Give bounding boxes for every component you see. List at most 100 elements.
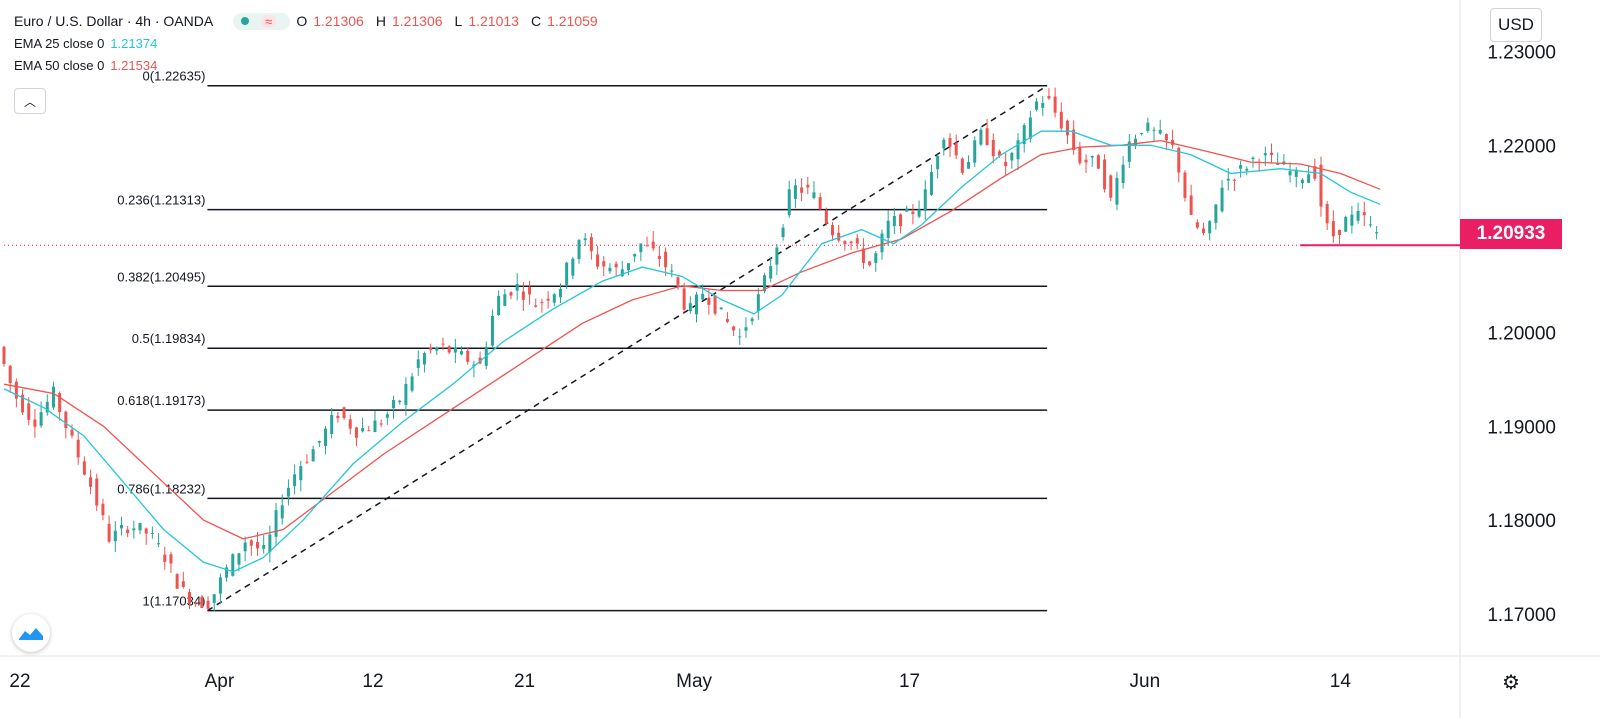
- symbol-row: Euro / U.S. Dollar · 4h · OANDA ≈ O 1.213…: [14, 10, 610, 32]
- candle-body: [336, 415, 340, 419]
- candle-body: [1183, 172, 1187, 198]
- candle-body: [775, 247, 779, 265]
- settings-gear-icon[interactable]: ⚙: [1502, 672, 1520, 694]
- candle-body: [311, 449, 315, 462]
- candle-body: [64, 411, 68, 429]
- candle-body: [583, 238, 587, 241]
- candle-body: [317, 440, 321, 443]
- candle-body: [379, 423, 383, 425]
- candle-body: [861, 248, 865, 264]
- candle-body: [324, 428, 328, 446]
- candle-body: [51, 386, 55, 408]
- candle-body: [596, 254, 600, 267]
- candle-body: [626, 263, 630, 271]
- candle-body: [8, 365, 12, 383]
- candle-body: [849, 241, 853, 244]
- candle-body: [1307, 174, 1311, 183]
- candle-body: [107, 523, 111, 542]
- currency-button[interactable]: USD: [1490, 8, 1542, 42]
- candle-body: [373, 420, 377, 432]
- candle-body: [521, 291, 525, 300]
- candle-body: [262, 545, 266, 549]
- candle-body: [1294, 169, 1298, 177]
- x-tick-label: Jun: [1130, 671, 1161, 692]
- candle-body: [738, 336, 742, 338]
- candle-body: [763, 275, 767, 292]
- x-tick-label: 12: [362, 671, 383, 692]
- candle-body: [39, 412, 43, 426]
- candle-body: [880, 233, 884, 253]
- candle-body: [293, 474, 297, 487]
- x-tick-label: 21: [514, 671, 535, 692]
- ema50-legend[interactable]: EMA 50 close 0 1.21534: [14, 54, 610, 76]
- candle-body: [1078, 146, 1082, 164]
- candle-body: [1022, 125, 1026, 145]
- candle-body: [157, 543, 161, 545]
- tradingview-logo[interactable]: [12, 614, 50, 652]
- collapse-legend-button[interactable]: ︿: [14, 88, 46, 114]
- candle-body: [1220, 187, 1224, 212]
- candle-body: [602, 261, 606, 267]
- candle-body: [447, 346, 451, 353]
- candle-body: [1350, 214, 1354, 226]
- ohlc-open: O 1.21306: [296, 13, 364, 29]
- candle-body: [670, 270, 674, 272]
- candle-body: [503, 294, 507, 306]
- candle-body: [286, 487, 290, 497]
- candle-body: [1375, 232, 1379, 234]
- x-tick-label: 22: [9, 671, 30, 692]
- candle-body: [960, 158, 964, 173]
- candle-body: [1053, 96, 1057, 113]
- candle-body: [398, 400, 402, 403]
- candle-body: [404, 383, 408, 405]
- candle-body: [163, 554, 167, 562]
- x-tick-label: Apr: [205, 671, 235, 692]
- candles-group: [2, 87, 1379, 612]
- candle-body: [967, 162, 971, 169]
- candle-body: [212, 594, 216, 603]
- candle-body: [342, 407, 346, 419]
- candle-body: [651, 241, 655, 249]
- candle-body: [552, 294, 556, 303]
- candle-body: [2, 346, 6, 364]
- ema25-legend[interactable]: EMA 25 close 0 1.21374: [14, 32, 610, 54]
- candle-body: [150, 532, 154, 534]
- candle-body: [682, 288, 686, 310]
- candle-body: [385, 414, 389, 418]
- candle-body: [460, 351, 464, 355]
- fib-level-label: 0.786(1.18232): [117, 481, 205, 496]
- candle-body: [14, 381, 18, 399]
- candle-body: [1331, 221, 1335, 237]
- candle-body: [187, 592, 191, 604]
- candle-body: [577, 239, 581, 260]
- candle-body: [1103, 159, 1107, 190]
- candle-body: [70, 429, 74, 436]
- candle-body: [441, 343, 445, 345]
- x-tick-label: 14: [1330, 671, 1352, 692]
- market-status-pill[interactable]: ≈: [233, 12, 291, 30]
- candle-body: [800, 187, 804, 193]
- ema25-line: [3, 130, 1381, 573]
- candle-body: [837, 232, 841, 241]
- candle-body: [1338, 229, 1342, 235]
- candle-body: [923, 189, 927, 211]
- fib-level-label: 0.382(1.20495): [117, 269, 205, 284]
- candle-body: [1171, 140, 1175, 145]
- candle-body: [490, 315, 494, 346]
- candle-body: [948, 138, 952, 147]
- candle-body: [89, 477, 93, 487]
- candle-body: [509, 292, 513, 296]
- candle-body: [181, 581, 185, 587]
- candle-body: [546, 298, 550, 301]
- candle-body: [1109, 175, 1113, 198]
- wave-icon: ≈: [261, 14, 277, 28]
- candle-body: [132, 528, 136, 531]
- candle-body: [1270, 152, 1274, 155]
- candle-body: [101, 503, 105, 516]
- candle-body: [843, 241, 847, 245]
- candle-body: [392, 400, 396, 409]
- candle-body: [435, 347, 439, 351]
- symbol-title[interactable]: Euro / U.S. Dollar · 4h · OANDA: [14, 13, 214, 29]
- candle-body: [1325, 203, 1329, 224]
